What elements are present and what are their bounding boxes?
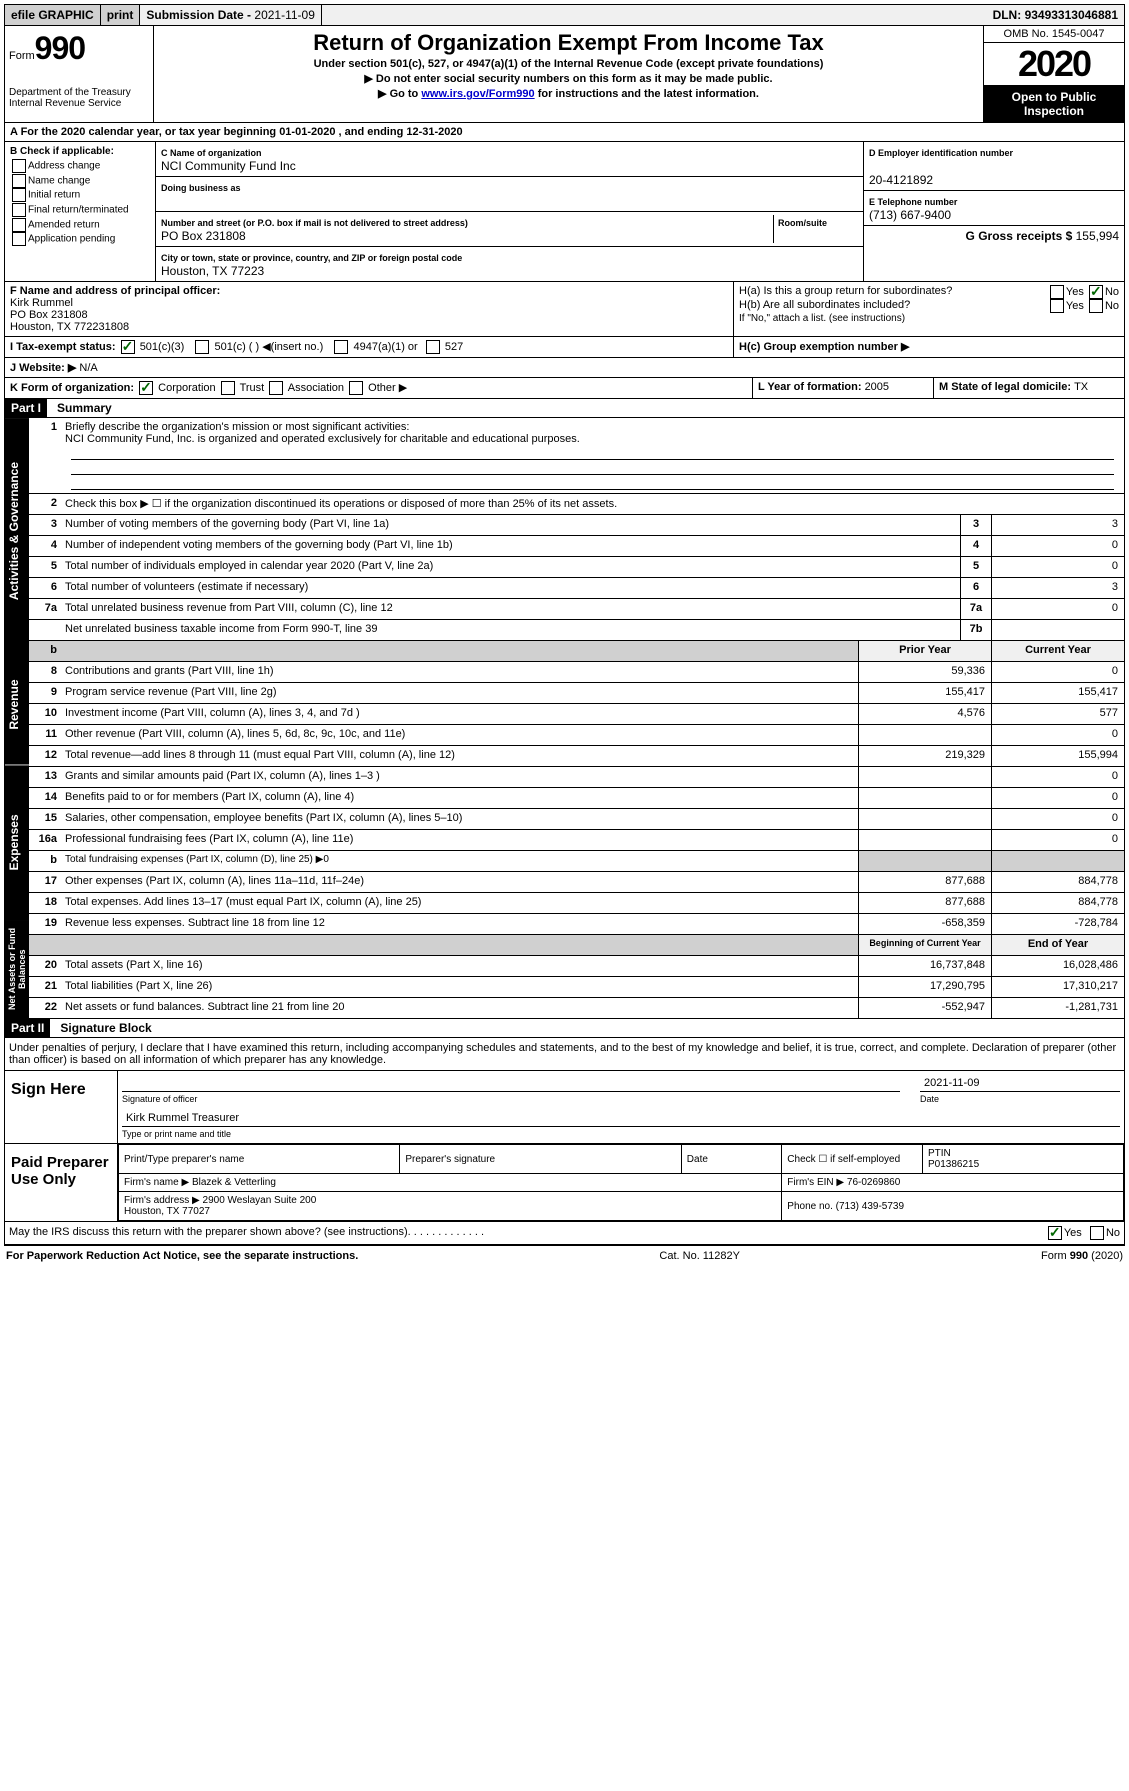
dept-treasury: Department of the Treasury Internal Reve… [9,87,149,109]
perjury-statement: Under penalties of perjury, I declare th… [5,1038,1124,1071]
discuss-row: May the IRS discuss this return with the… [5,1222,1124,1244]
footer: For Paperwork Reduction Act Notice, see … [4,1245,1125,1266]
signature-block: Under penalties of perjury, I declare th… [4,1038,1125,1245]
paid-preparer-label: Paid Preparer Use Only [5,1144,118,1221]
subtitle-1: Under section 501(c), 527, or 4947(a)(1)… [158,58,979,70]
tax-status-row: I Tax-exempt status: 501(c)(3) 501(c) ( … [4,337,1125,358]
form-header: Form990 Department of the Treasury Inter… [4,26,1125,123]
mission-desc: NCI Community Fund, Inc. is organized an… [65,433,580,445]
box-b: B Check if applicable: Address change Na… [5,142,156,281]
submission-date: Submission Date - 2021-11-09 [140,5,322,25]
box-deg: D Employer identification number 20-4121… [863,142,1124,281]
preparer-table: Print/Type preparer's name Preparer's si… [118,1144,1124,1221]
vtab-revenue: Revenue [5,645,29,765]
tax-year: 2020 [984,43,1124,86]
website-row: J Website: ▶ N/A [4,358,1125,378]
subtitle-3: ▶ Go to www.irs.gov/Form990 for instruct… [158,87,979,100]
street-address: PO Box 231808 [161,229,246,243]
top-bar: efile GRAPHIC print Submission Date - 20… [4,4,1125,26]
summary-section: Activities & Governance Revenue Expenses… [4,418,1125,1019]
sign-here-label: Sign Here [5,1071,118,1143]
dln: DLN: 93493313046881 [987,5,1124,25]
main-title: Return of Organization Exempt From Incom… [158,30,979,56]
gross-receipts: 155,994 [1076,229,1119,243]
omb-number: OMB No. 1545-0047 [984,26,1124,43]
officer-name: Kirk Rummel Treasurer [122,1110,1120,1127]
vtab-governance: Activities & Governance [5,418,29,645]
officer-group-block: F Name and address of principal officer:… [4,282,1125,337]
part2-header: Part II Signature Block [4,1019,1125,1038]
subtitle-2: ▶ Do not enter social security numbers o… [158,72,979,85]
vtab-expenses: Expenses [5,765,29,920]
part1-header: Part I Summary [4,399,1125,418]
phone: (713) 667-9400 [869,208,951,222]
vtab-netassets: Net Assets or Fund Balances [5,920,29,1018]
org-name: NCI Community Fund Inc [161,159,296,173]
entity-block: B Check if applicable: Address change Na… [4,142,1125,282]
box-c: C Name of organization NCI Community Fun… [156,142,863,281]
print-btn[interactable]: print [101,5,141,25]
open-public: Open to Public Inspection [984,86,1124,122]
city-state-zip: Houston, TX 77223 [161,264,264,278]
ein: 20-4121892 [869,173,933,187]
form-number: Form990 [9,30,149,67]
org-form-row: K Form of organization: Corporation Trus… [4,378,1125,399]
efile-btn[interactable]: efile GRAPHIC [5,5,101,25]
irs-link[interactable]: www.irs.gov/Form990 [421,88,534,100]
period-row: A For the 2020 calendar year, or tax yea… [4,123,1125,142]
